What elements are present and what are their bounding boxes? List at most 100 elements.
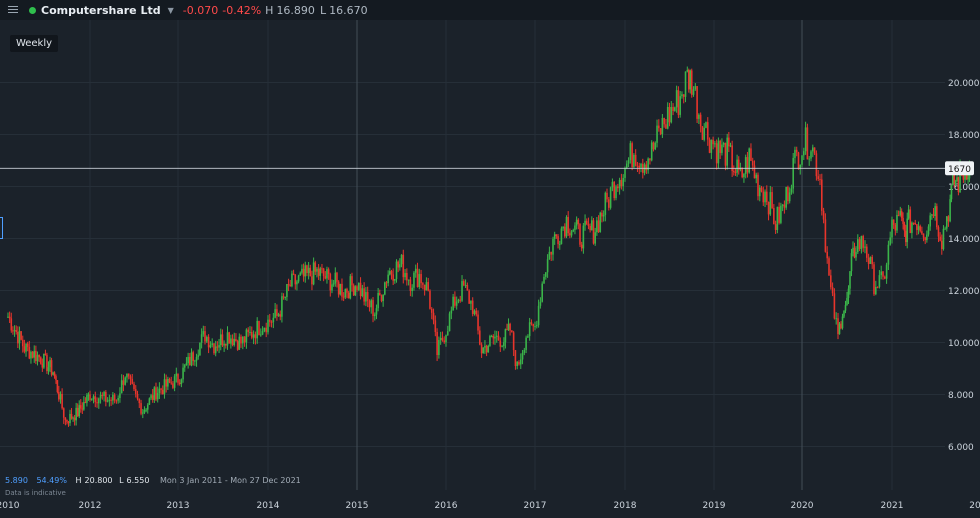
candle-body — [956, 177, 958, 182]
interval-selector[interactable]: Weekly — [10, 35, 58, 52]
candle-body — [891, 219, 893, 238]
candle-body — [180, 379, 183, 385]
candle-body — [501, 346, 503, 348]
candle-body — [89, 394, 91, 400]
candle-body — [860, 236, 863, 249]
candle-body — [81, 408, 84, 410]
candle-body — [347, 292, 350, 299]
candle-body — [17, 331, 19, 344]
candle-body — [617, 186, 619, 189]
candle-body — [703, 127, 706, 140]
hamburger-menu-icon[interactable] — [8, 6, 18, 14]
candle-body — [677, 90, 680, 115]
price-chart[interactable]: 6.000 8.000 10.000 12.000 14.000 16.000 18.000… — [0, 20, 980, 514]
candle-body — [254, 334, 257, 339]
left-scroll-handle[interactable] — [0, 217, 3, 239]
candle-body — [487, 345, 490, 353]
candle-body — [539, 301, 542, 306]
candle-body — [422, 283, 424, 285]
candle-body — [221, 334, 224, 346]
candle-body — [944, 228, 946, 230]
candle-body — [647, 158, 649, 171]
candle-body — [260, 334, 262, 336]
candle-body — [43, 353, 45, 368]
stat-high-label: H — [75, 476, 82, 485]
candle-body — [304, 265, 307, 277]
low-label: L — [319, 3, 327, 17]
candle-body — [507, 323, 510, 330]
candle-body — [492, 335, 495, 339]
candle-body — [427, 282, 429, 291]
candle-body — [339, 283, 342, 295]
candle-body — [792, 157, 794, 189]
candle-body — [927, 226, 930, 235]
current-price-tag-label: 1670 — [948, 165, 971, 175]
current-price-tag — [945, 161, 974, 176]
candle-body — [187, 356, 189, 364]
candle-body — [668, 106, 671, 123]
candle-body — [532, 323, 535, 327]
candle-body — [564, 226, 566, 237]
candle-body — [228, 332, 230, 344]
candle-body — [8, 316, 11, 319]
candle-body — [714, 143, 716, 145]
candle-body — [165, 379, 167, 387]
candle-body — [49, 360, 51, 368]
candle-body — [755, 174, 758, 179]
candle-body — [672, 107, 674, 111]
candle-body — [103, 391, 105, 396]
y-tick-label: 12.000 — [948, 287, 980, 297]
candle-body — [900, 211, 903, 218]
y-tick-label: 20.000 — [948, 79, 980, 89]
candle-body — [133, 383, 135, 390]
candle-body — [382, 294, 384, 302]
caret-down-icon[interactable]: ▼ — [167, 5, 174, 15]
candle-body — [55, 376, 57, 381]
candle-body — [464, 285, 467, 287]
candle-body — [670, 107, 673, 123]
candle-body — [270, 321, 273, 323]
price-chart-svg[interactable]: 6.000 8.000 10.000 12.000 14.000 16.000 18.000… — [0, 20, 980, 514]
candle-body — [113, 394, 116, 401]
candle-body — [450, 310, 453, 314]
candle-body — [609, 187, 612, 208]
candle-body — [788, 192, 791, 202]
candle-body — [585, 220, 588, 225]
candle-body — [438, 340, 440, 356]
candle-body — [574, 225, 576, 230]
stat-date-range: Mon 3 Jan 2011 - Mon 27 Dec 2021 — [160, 476, 301, 485]
candle-body — [684, 71, 687, 97]
candle-body — [61, 393, 63, 409]
candle-body — [512, 332, 515, 351]
y-tick-label: 14.000 — [948, 235, 980, 245]
candle-body — [906, 218, 909, 243]
candle-body — [108, 399, 111, 401]
candle-body — [21, 339, 24, 347]
candle-body — [579, 224, 581, 245]
candle-body — [301, 268, 303, 273]
candle-body — [389, 271, 391, 275]
candle-body — [806, 127, 809, 160]
candle-body — [183, 365, 186, 368]
market-status-dot — [29, 6, 36, 14]
candle-body — [473, 310, 476, 314]
candle-body — [302, 268, 305, 277]
candle-body — [225, 343, 227, 346]
candle-body — [565, 217, 568, 237]
candle-body — [52, 372, 54, 375]
candle-body — [751, 160, 754, 166]
candle-body — [824, 219, 827, 252]
candle-body — [124, 377, 126, 385]
candle-body — [577, 219, 580, 225]
data-disclaimer: Data is indicative — [5, 489, 66, 497]
candle-body — [548, 251, 551, 260]
candle-body — [712, 139, 714, 145]
candle-body — [528, 322, 531, 337]
candle-body — [297, 275, 300, 282]
candle-body — [835, 318, 837, 320]
candle-body — [541, 283, 543, 302]
instrument-name[interactable]: Computershare Ltd — [41, 3, 161, 17]
candle-body — [441, 337, 444, 341]
candle-body — [896, 214, 898, 231]
candle-body — [90, 399, 93, 401]
